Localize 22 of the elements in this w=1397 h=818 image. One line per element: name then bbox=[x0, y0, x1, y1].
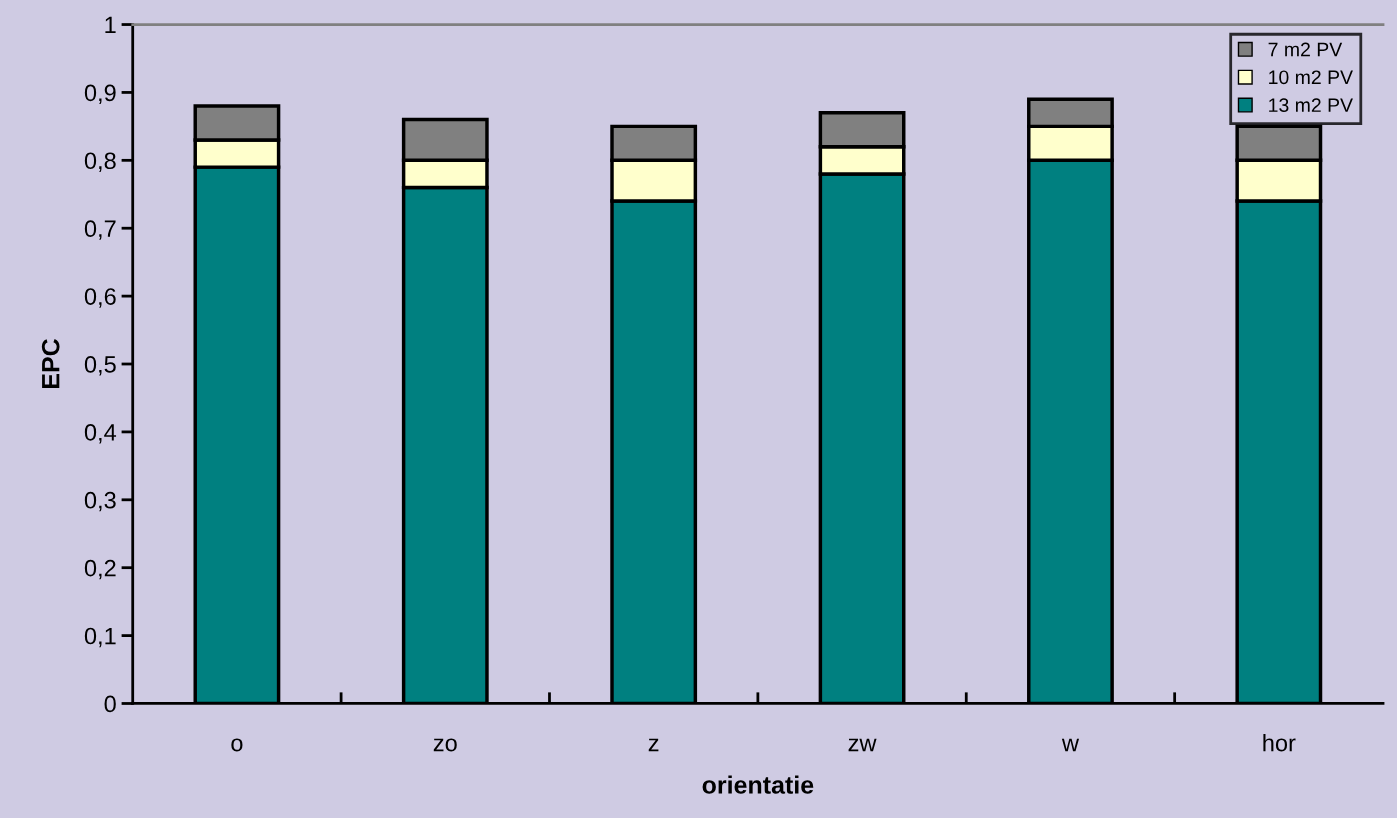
y-tick-label: 0,1 bbox=[84, 627, 116, 648]
y-tick-label: 0,4 bbox=[84, 423, 117, 444]
y-tick-label: 0,5 bbox=[84, 356, 116, 376]
y-tick-label: 0,7 bbox=[84, 220, 116, 240]
y-tick-label: 0,3 bbox=[84, 491, 116, 512]
y-tick-label: 0,8 bbox=[84, 152, 116, 172]
legend-label: 10 m2 PV bbox=[1269, 70, 1353, 85]
x-tick-label: zw bbox=[848, 738, 877, 752]
y-tick-label: 0,6 bbox=[84, 288, 116, 308]
x-axis-title: orientatie bbox=[702, 775, 814, 794]
y-tick-label: 1 bbox=[105, 16, 116, 34]
y-tick-label: 0,2 bbox=[84, 559, 116, 580]
x-tick-label: hor bbox=[1263, 734, 1296, 752]
x-tick-label: zo bbox=[433, 738, 457, 752]
legend-label: 7 m2 PV bbox=[1268, 42, 1343, 57]
y-tick-label: 0 bbox=[104, 695, 116, 713]
x-tick-label: z bbox=[648, 738, 659, 752]
y-tick-label: 0,9 bbox=[84, 84, 116, 105]
x-tick-label: o bbox=[231, 738, 243, 752]
legend-label: 13 m2 PV bbox=[1269, 98, 1353, 113]
x-tick-label: w bbox=[1061, 738, 1080, 752]
y-axis-title: EPC bbox=[41, 338, 60, 389]
